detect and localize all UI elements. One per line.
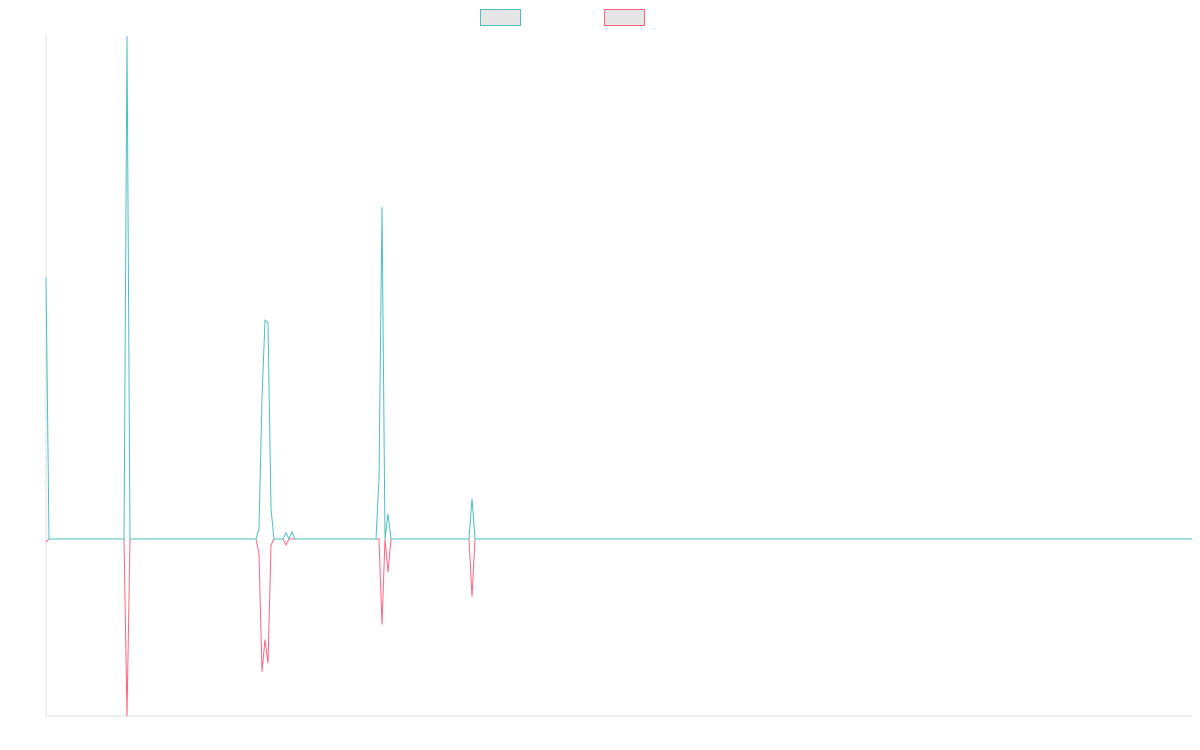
legend-swatch[interactable] xyxy=(480,9,521,26)
legend-swatch[interactable] xyxy=(604,9,645,26)
line-series xyxy=(45,538,1192,717)
line-series xyxy=(45,35,1192,541)
